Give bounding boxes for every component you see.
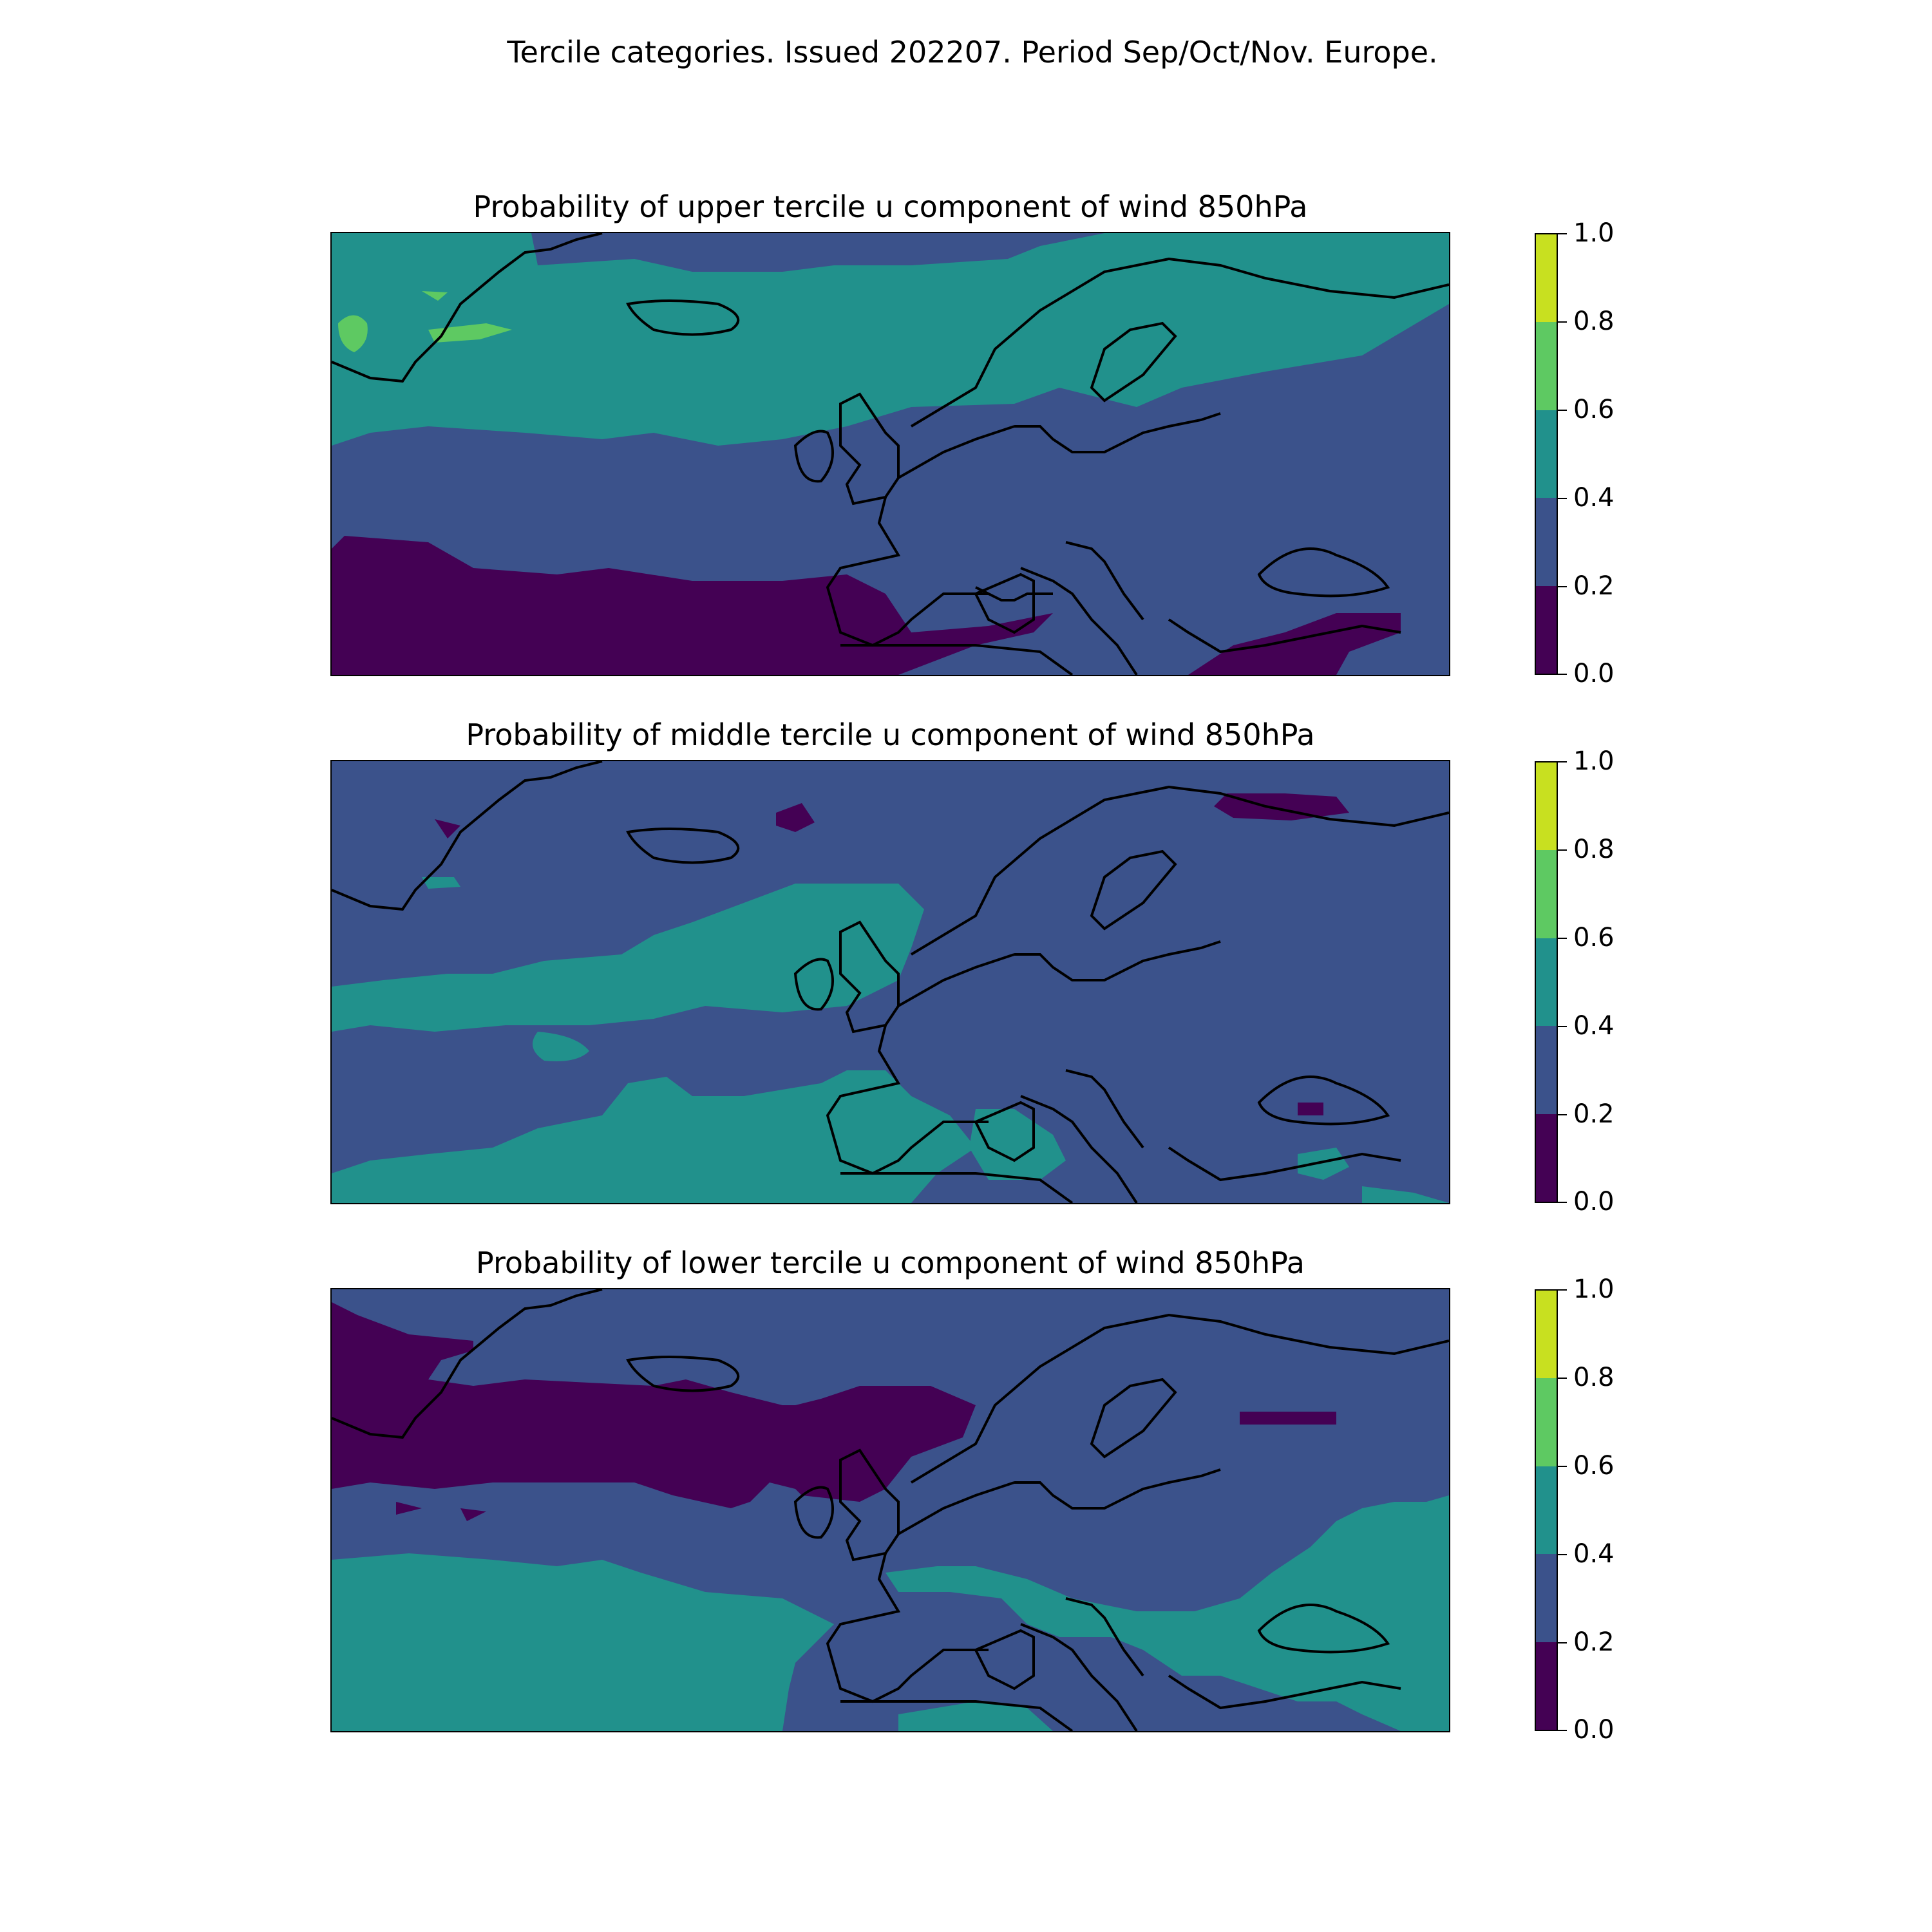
colorbar-middle — [1535, 761, 1558, 1203]
colorbar-tick — [1558, 410, 1567, 411]
colorbar-tick-label: 0.2 — [1573, 571, 1615, 601]
field-level-2 — [332, 1553, 834, 1731]
field-level-0 — [332, 536, 1053, 675]
field-level-0 — [460, 1508, 486, 1521]
colorbar-tick-label: 0.2 — [1573, 1627, 1615, 1657]
colorbar-segment — [1536, 410, 1557, 498]
field-level-0 — [1240, 1412, 1336, 1425]
colorbar-tick — [1558, 1466, 1567, 1467]
field-level-2 — [533, 1032, 589, 1061]
colorbar-tick-label: 0.8 — [1573, 307, 1615, 336]
field-level-0 — [332, 1302, 976, 1508]
colorbar-tick-label: 0.0 — [1573, 1187, 1615, 1217]
colorbar-tick — [1558, 586, 1567, 587]
map-frame — [330, 1288, 1450, 1732]
colorbar-segment — [1536, 1291, 1557, 1379]
colorbar-tick — [1558, 1026, 1567, 1027]
colorbar-segment — [1536, 585, 1557, 674]
colorbar-tick — [1558, 1642, 1567, 1643]
field-level-0 — [1298, 1103, 1323, 1115]
colorbar-tick-label: 0.4 — [1573, 1011, 1615, 1041]
colorbar-upper — [1535, 233, 1558, 675]
colorbar-tick — [1558, 1289, 1567, 1291]
colorbar-segment — [1536, 1642, 1557, 1730]
field-level-2 — [1362, 1186, 1449, 1203]
colorbar-segment — [1536, 1026, 1557, 1114]
map-canvas — [332, 233, 1449, 675]
colorbar-tick-label: 1.0 — [1573, 218, 1615, 248]
field-level-2 — [332, 884, 924, 1032]
colorbar-segment — [1536, 498, 1557, 586]
colorbar-tick-label: 0.6 — [1573, 1451, 1615, 1481]
colorbar-tick — [1558, 233, 1567, 234]
colorbar-segment — [1536, 1554, 1557, 1642]
map-frame — [330, 760, 1450, 1204]
colorbar-segment — [1536, 234, 1557, 323]
coastlines — [332, 1289, 1449, 1731]
colorbar-tick — [1558, 1114, 1567, 1115]
panel-title: Probability of upper tercile u component… — [473, 189, 1308, 224]
colorbar-lower — [1535, 1289, 1558, 1731]
coastline-layer — [332, 1289, 1449, 1731]
colorbar-tick — [1558, 1554, 1567, 1555]
colorbar-tick-label: 0.6 — [1573, 395, 1615, 424]
colorbar-segment — [1536, 1113, 1557, 1202]
map-lower — [332, 1289, 1449, 1731]
colorbar-segment — [1536, 850, 1557, 938]
colorbar-tick — [1558, 498, 1567, 499]
map-frame — [330, 232, 1450, 676]
coastline-layer — [332, 233, 1449, 675]
colorbar-tick — [1558, 938, 1567, 939]
colorbar-tick — [1558, 674, 1567, 675]
field-level-3 — [338, 315, 368, 352]
colorbar-tick-label: 0.4 — [1573, 1539, 1615, 1569]
field-level-0 — [776, 803, 815, 832]
colorbar-tick-label: 0.0 — [1573, 659, 1615, 688]
colorbar-tick-label: 0.6 — [1573, 923, 1615, 952]
field-level-2 — [898, 1701, 1053, 1731]
coastline-layer — [332, 761, 1449, 1203]
field-level-0 — [435, 819, 460, 838]
field-level-3 — [422, 291, 448, 301]
map-canvas — [332, 1289, 1449, 1731]
colorbar-segment — [1536, 938, 1557, 1027]
colorbar-tick-label: 1.0 — [1573, 746, 1615, 776]
field-level-2 — [422, 877, 460, 889]
colorbar-tick — [1558, 849, 1567, 851]
colorbar-tick — [1558, 761, 1567, 762]
field-level-2 — [1298, 1148, 1349, 1180]
colorbar-tick-label: 0.2 — [1573, 1099, 1615, 1129]
panel-title: Probability of lower tercile u component… — [476, 1245, 1305, 1280]
colorbar-tick-label: 0.0 — [1573, 1715, 1615, 1745]
suptitle: Tercile categories. Issued 202207. Perio… — [507, 35, 1438, 70]
colorbar-segment — [1536, 762, 1557, 851]
field-level-0 — [396, 1502, 422, 1515]
colorbar-tick-label: 1.0 — [1573, 1274, 1615, 1304]
colorbar-tick-label: 0.8 — [1573, 1363, 1615, 1392]
field-level-3 — [428, 323, 512, 343]
colorbar-tick — [1558, 321, 1567, 323]
colorbar-segment — [1536, 1466, 1557, 1555]
colorbar-tick-label: 0.4 — [1573, 483, 1615, 513]
map-canvas — [332, 761, 1449, 1203]
field-level-2 — [886, 1495, 1449, 1731]
colorbar-segment — [1536, 322, 1557, 410]
coastlines — [332, 761, 1449, 1203]
colorbar-segment — [1536, 1378, 1557, 1466]
colorbar-tick — [1558, 1378, 1567, 1379]
field-level-2 — [332, 233, 1449, 446]
field-level-2 — [969, 1109, 1066, 1180]
colorbar-tick — [1558, 1202, 1567, 1203]
coastlines — [332, 233, 1449, 675]
panel-title: Probability of middle tercile u componen… — [466, 717, 1315, 752]
map-middle — [332, 761, 1449, 1203]
field-level-2 — [332, 1070, 976, 1203]
colorbar-tick — [1558, 1730, 1567, 1731]
map-upper — [332, 233, 1449, 675]
colorbar-tick-label: 0.8 — [1573, 835, 1615, 864]
